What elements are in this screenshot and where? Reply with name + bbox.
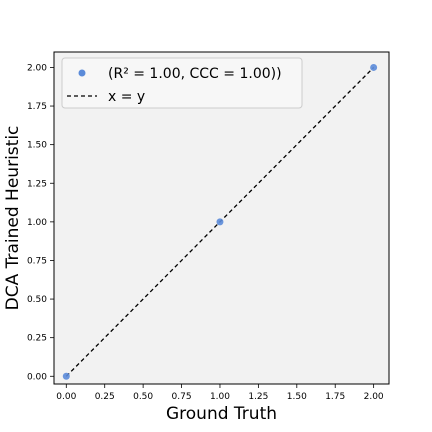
scatter-point [62,372,70,380]
x-tick-label: 0.25 [95,392,115,402]
y-tick-label: 1.00 [27,218,47,228]
legend-box [61,57,303,109]
data-series [62,63,378,380]
plot-frame [53,51,390,385]
y-tick-label: 1.75 [27,102,47,112]
legend-marker-scatter [78,69,86,77]
y-tick-label: 2.00 [27,63,47,73]
x-tick-label: 0.50 [133,392,153,402]
y-tick-label: 1.50 [27,141,47,151]
y-axis-label: DCA Trained Heuristic [3,126,23,311]
y-tick-label: 0.75 [27,256,47,266]
legend-entry-label: (R² = 1.00, CCC = 1.00)) [108,66,282,82]
scatter-point [370,63,378,71]
x-tick-label: 1.75 [325,392,345,402]
x-tick-label: 1.25 [248,392,268,402]
x-tick-label: 1.50 [287,392,307,402]
scatter-point [216,218,224,226]
x-axis-label: Ground Truth [166,404,277,424]
x-tick-label: 1.00 [210,392,230,402]
y-tick-label: 0.25 [27,334,47,344]
x-tick-label: 0.00 [56,392,76,402]
legend: (R² = 1.00, CCC = 1.00)) x = y [61,57,303,109]
x-axis-ticks: 0.00 0.25 0.50 0.75 1.00 1.25 1.50 1.75 2.00 [56,384,384,402]
y-axis-ticks: 0.00 0.25 0.50 0.75 1.00 1.25 1.50 1.75 2.00 [27,63,54,382]
y-tick-label: 1.25 [27,179,47,189]
x-tick-label: 0.75 [172,392,192,402]
x-tick-label: 2.00 [364,392,384,402]
legend-entry-label: x = y [108,89,145,105]
y-tick-label: 0.50 [27,295,47,305]
y-tick-label: 0.00 [27,372,47,382]
